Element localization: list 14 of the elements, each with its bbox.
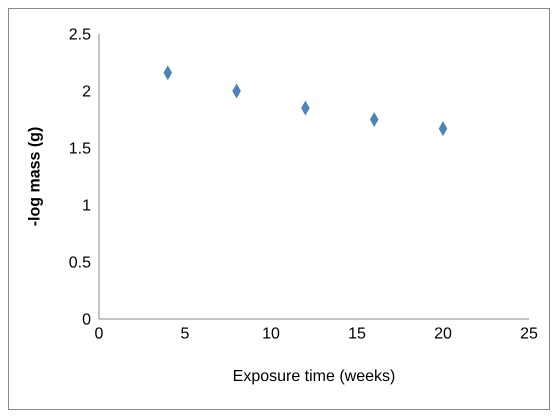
- y-tick-label: 1: [82, 198, 92, 215]
- y-axis-title: -log mass (g): [26, 126, 44, 226]
- y-tick-label: 1.5: [68, 140, 92, 158]
- x-tick-label: 15: [348, 325, 366, 342]
- y-tick-label: 2: [82, 84, 92, 101]
- y-tick-label: 0.5: [68, 254, 92, 272]
- x-axis-title: Exposure time (weeks): [232, 368, 396, 385]
- y-tick-label: 2.5: [68, 26, 92, 44]
- x-tick-label: 25: [520, 325, 538, 342]
- x-tick-label: 0: [94, 325, 104, 342]
- y-tick-label: 0: [82, 312, 92, 329]
- x-tick-label: 20: [434, 325, 452, 342]
- x-tick-label: 5: [180, 325, 190, 342]
- x-tick-label: 10: [262, 325, 280, 342]
